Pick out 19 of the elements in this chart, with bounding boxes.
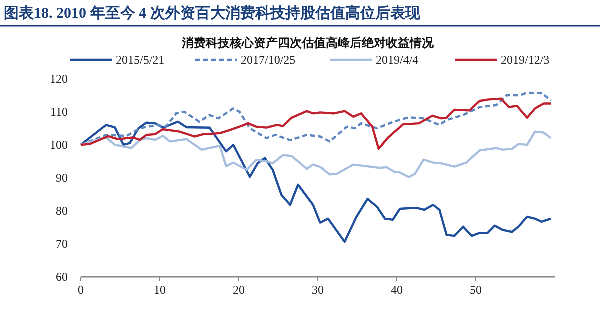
chart-title: 图表18. 2010 年至今 4 次外资百大消费科技持股估值高位后表现: [4, 4, 422, 22]
x-tick-label: 30: [312, 283, 324, 297]
y-tick-label: 100: [50, 138, 68, 152]
x-tick-label: 50: [470, 283, 482, 297]
y-tick-label: 70: [56, 237, 68, 251]
x-tick-label: 40: [391, 283, 403, 297]
y-tick-label: 60: [56, 270, 68, 284]
y-tick-label: 110: [50, 105, 68, 119]
legend-label: 2019/12/3: [501, 53, 550, 67]
y-tick-label: 80: [56, 204, 68, 218]
x-tick-label: 10: [154, 283, 166, 297]
x-tick-label: 0: [78, 283, 84, 297]
y-tick-label: 120: [50, 72, 68, 86]
y-tick-label: 90: [56, 171, 68, 185]
chart-subtitle: 消费科技核心资产四次估值高峰后绝对收益情况: [181, 36, 435, 50]
legend-label: 2019/4/4: [376, 53, 419, 67]
legend-label: 2015/5/21: [116, 53, 165, 67]
legend-label: 2017/10/25: [241, 53, 296, 67]
x-tick-label: 20: [233, 283, 245, 297]
